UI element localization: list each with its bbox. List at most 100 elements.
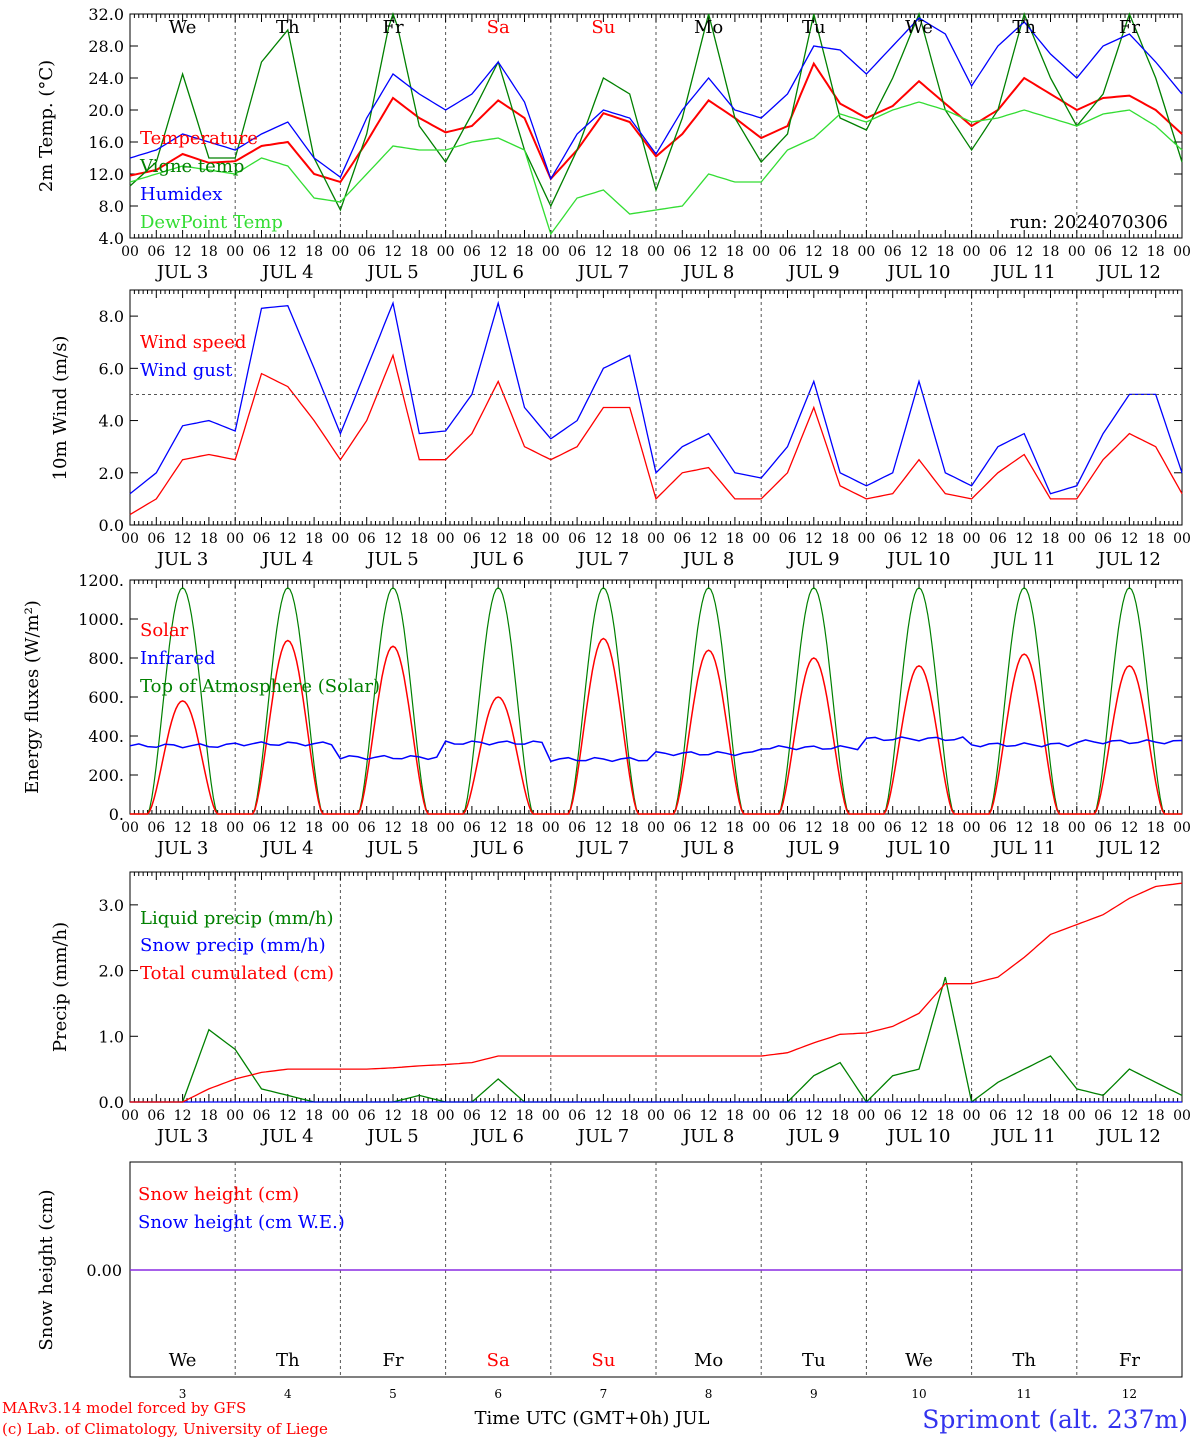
hour-tick-label: 12	[910, 244, 928, 260]
y-tick-label: 0.0	[99, 516, 124, 535]
hour-tick-label: 06	[253, 1108, 271, 1124]
energy-panel: Energy fluxes (W/m²) 0. 200. 400. 600. 800. 1…	[22, 571, 1191, 859]
legend-dewpoint: DewPoint Temp	[140, 212, 283, 233]
hour-tick-label: 00	[226, 531, 244, 547]
hour-tick-label: 18	[410, 244, 428, 260]
legend-snow-height-we: Snow height (cm W.E.)	[138, 1212, 345, 1233]
hour-tick-label: 12	[700, 820, 718, 836]
hour-tick-label: 00	[1068, 244, 1086, 260]
hour-tick-label: 18	[410, 820, 428, 836]
hour-tick-label: 18	[936, 244, 954, 260]
legend-humidex: Humidex	[140, 184, 222, 205]
hour-tick-label: 18	[621, 244, 639, 260]
hour-tick-label: 00	[121, 820, 139, 836]
weekday-label: Fr	[382, 17, 403, 38]
hour-tick-label: 18	[305, 820, 323, 836]
hour-tick-label: 00	[963, 244, 981, 260]
day-number: 12	[1122, 1387, 1137, 1401]
hour-tick-label: 06	[989, 531, 1007, 547]
hour-tick-label: 18	[621, 820, 639, 836]
hour-tick-label: 12	[1015, 244, 1033, 260]
weekday-label: Fr	[382, 1350, 403, 1371]
hour-tick-label: 18	[200, 531, 218, 547]
hour-tick-label: 18	[726, 244, 744, 260]
hour-tick-label: 00	[331, 531, 349, 547]
hour-tick-label: 18	[831, 820, 849, 836]
hour-tick-label: 18	[1147, 1108, 1165, 1124]
hour-tick-label: 00	[1068, 1108, 1086, 1124]
energy-ylabel: Energy fluxes (W/m²)	[22, 600, 43, 794]
hour-tick-label: 12	[489, 531, 507, 547]
hour-tick-label: 00	[121, 244, 139, 260]
hour-tick-label: 18	[516, 531, 534, 547]
hour-tick-label: 00	[542, 531, 560, 547]
y-tick-label: 32.0	[88, 5, 124, 24]
hour-tick-label: 12	[594, 531, 612, 547]
hour-tick-label: 12	[805, 820, 823, 836]
hour-tick-label: 06	[463, 1108, 481, 1124]
date-label: JUL 11	[991, 262, 1056, 283]
hour-tick-label: 06	[1094, 244, 1112, 260]
hour-tick-label: 12	[279, 244, 297, 260]
hour-tick-label: 06	[884, 1108, 902, 1124]
snow-panel: Snow height (cm) 0.00 Snow height (cm) S…	[36, 1161, 1183, 1401]
weekday-label: Th	[1012, 1350, 1036, 1371]
run-label: run: 2024070306	[1010, 212, 1168, 233]
hour-tick-label: 18	[726, 820, 744, 836]
date-label: JUL 12	[1096, 1126, 1161, 1147]
hour-tick-label: 06	[147, 1108, 165, 1124]
legend-total-cumulated: Total cumulated (cm)	[140, 963, 334, 984]
date-label: JUL 6	[470, 262, 524, 283]
weekday-label: Su	[591, 17, 615, 38]
hour-tick-label: 06	[673, 244, 691, 260]
date-label: JUL 8	[681, 838, 735, 859]
y-tick-label: 0.0	[99, 1093, 124, 1112]
wind-panel: 10m Wind (m/s) 0.0 2.0 4.0 6.0 8.0 Wind spee…	[50, 289, 1191, 570]
precip-ylabel: Precip (mm/h)	[50, 922, 71, 1052]
hour-tick-label: 12	[805, 244, 823, 260]
hour-tick-label: 00	[647, 1108, 665, 1124]
date-label: JUL 9	[786, 549, 840, 570]
date-label: JUL 7	[576, 1126, 630, 1147]
series-line	[129, 17, 1183, 181]
hour-tick-label: 00	[963, 531, 981, 547]
hour-tick-label: 06	[463, 820, 481, 836]
hour-tick-label: 00	[121, 531, 139, 547]
hour-tick-label: 06	[568, 531, 586, 547]
y-tick-label: 800.	[88, 649, 124, 668]
hour-tick-label: 18	[1042, 820, 1060, 836]
hour-tick-label: 00	[857, 820, 875, 836]
hour-tick-label: 06	[147, 531, 165, 547]
hour-tick-label: 06	[568, 1108, 586, 1124]
y-tick-label: 12.0	[88, 165, 124, 184]
weekday-label: Th	[276, 17, 300, 38]
hour-tick-label: 12	[700, 531, 718, 547]
hour-tick-label: 12	[594, 820, 612, 836]
y-tick-label: 28.0	[88, 37, 124, 56]
hour-tick-label: 00	[1173, 531, 1191, 547]
hour-tick-label: 06	[779, 531, 797, 547]
y-tick-label: 16.0	[88, 133, 124, 152]
temperature-panel: 2m Temp. (°C) 4.0 8.0 12.0 16.0 20.0 24.0 28.0…	[36, 5, 1191, 283]
hour-tick-label: 00	[437, 531, 455, 547]
day-number: 3	[179, 1387, 187, 1401]
date-label: JUL 7	[576, 549, 630, 570]
y-tick-label: 20.0	[88, 101, 124, 120]
hour-tick-label: 18	[831, 1108, 849, 1124]
hour-tick-label: 00	[752, 1108, 770, 1124]
hour-tick-label: 18	[936, 531, 954, 547]
hour-tick-label: 06	[463, 531, 481, 547]
hour-tick-label: 00	[331, 1108, 349, 1124]
hour-tick-label: 18	[621, 1108, 639, 1124]
hour-tick-label: 00	[1068, 531, 1086, 547]
snow-ytick: 0.00	[86, 1261, 122, 1280]
hour-tick-label: 06	[1094, 820, 1112, 836]
hour-tick-label: 12	[700, 244, 718, 260]
date-label: JUL 5	[365, 838, 419, 859]
hour-tick-label: 06	[779, 820, 797, 836]
hour-tick-label: 00	[437, 244, 455, 260]
y-tick-label: 4.0	[99, 229, 124, 248]
hour-tick-label: 12	[1120, 244, 1138, 260]
date-label: JUL 10	[886, 1126, 951, 1147]
legend-wind-speed: Wind speed	[140, 332, 246, 353]
